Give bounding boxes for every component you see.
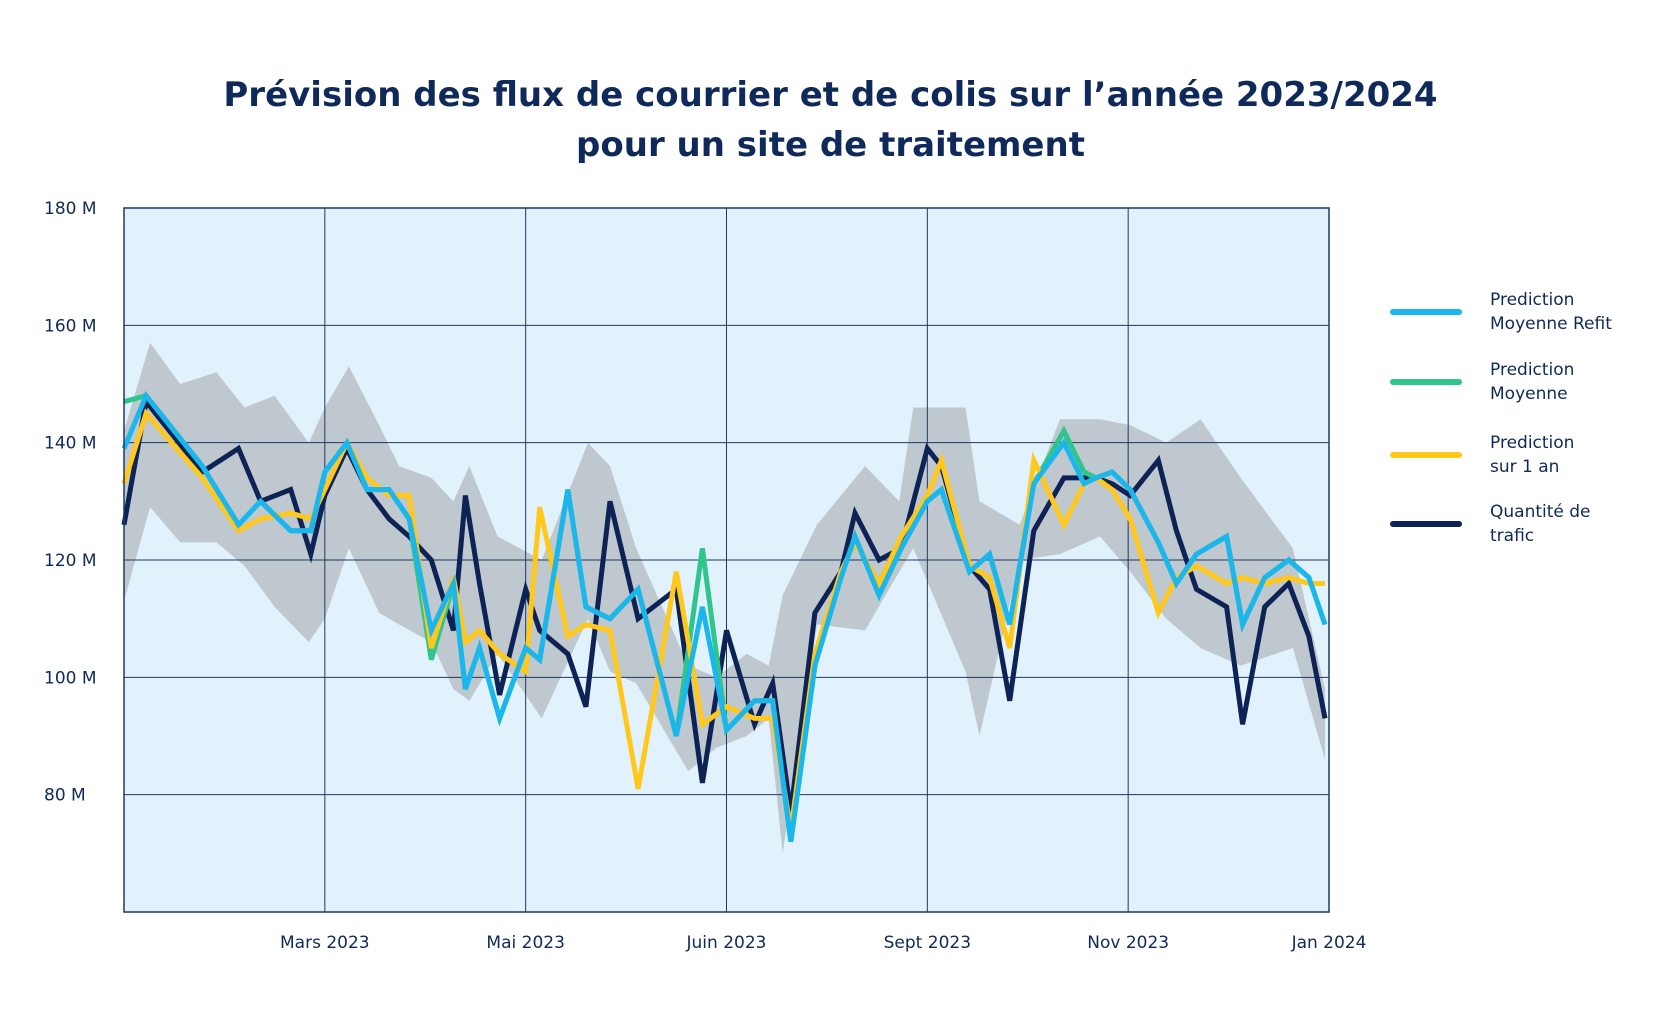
legend-label-line: Prediction [1490,290,1575,310]
y-tick-label: 160 M [44,316,97,336]
x-tick-label: Nov 2023 [1087,933,1169,953]
legend-swatch [1390,379,1462,385]
x-tick-label: Juin 2023 [686,933,767,953]
y-tick-label: 80 M [44,786,86,806]
legend-label-line: Quantité de [1490,502,1591,522]
legend-label: Prediction sur 1 an [1490,431,1660,479]
legend-item-prediction-moyenne-refit: Prediction Moyenne Refit [1390,288,1650,338]
legend-label-line: Prediction [1490,433,1575,453]
legend-item-prediction-sur-1-an: Prediction sur 1 an [1390,431,1650,481]
x-tick-label: Jan 2024 [1291,933,1367,953]
chart-title-line-2: pour un site de traitement [576,125,1085,165]
x-tick-label: Sept 2023 [884,933,971,953]
legend-label-line: Moyenne [1490,384,1568,404]
plot-border [123,207,1330,913]
x-tick-label: Mars 2023 [280,933,370,953]
legend-swatch [1390,521,1462,527]
legend-item-quantite-de-trafic: Quantité de trafic [1390,500,1650,550]
legend-swatch [1390,309,1462,315]
legend-label-line: Moyenne Refit [1490,314,1612,334]
series-line-prediction-moyenne-refit [121,390,1328,842]
legend-item-prediction-moyenne: Prediction Moyenne [1390,358,1650,408]
legend-label: Prediction Moyenne Refit [1490,288,1660,336]
legend-label: Prediction Moyenne [1490,358,1660,406]
chart-title: Prévision des flux de courrier et de col… [0,70,1661,170]
legend-swatch [1390,452,1462,458]
y-tick-label: 120 M [44,551,97,571]
y-tick-label: 100 M [44,668,97,688]
legend-label-line: trafic [1490,526,1535,546]
series-line-prediction-sur-1-an [121,408,1325,831]
legend-label: Quantité de trafic [1490,500,1660,548]
x-tick-label: Mai 2023 [486,933,564,953]
legend-label-line: Prediction [1490,360,1575,380]
y-tick-label: 140 M [44,434,97,454]
y-tick-label: 180 M [44,199,97,219]
chart-title-line-1: Prévision des flux de courrier et de col… [223,75,1438,115]
legend-label-line: sur 1 an [1490,457,1560,477]
